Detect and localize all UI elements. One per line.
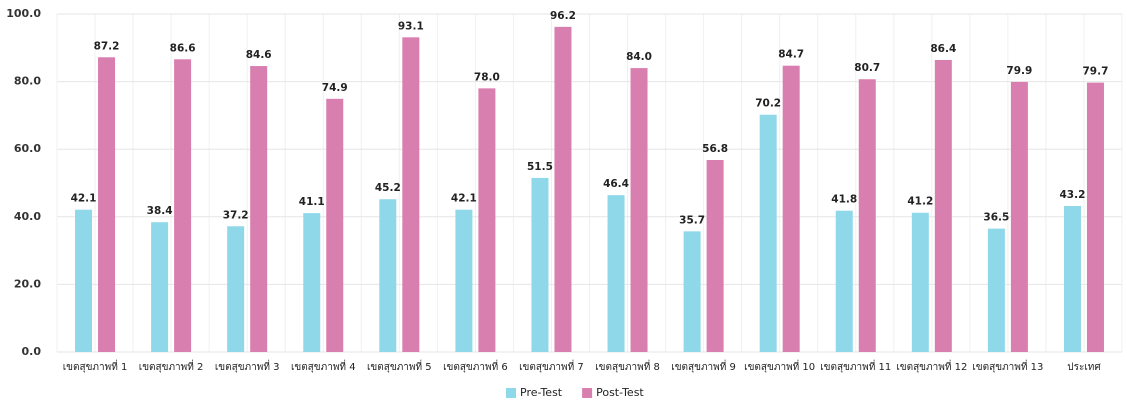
value-label: 42.1 [451, 193, 477, 205]
value-label: 51.5 [527, 161, 553, 173]
value-label: 42.1 [71, 193, 97, 205]
bar [934, 59, 952, 353]
value-label: 41.1 [299, 196, 325, 208]
legend-swatch [506, 388, 516, 398]
bar [402, 37, 420, 353]
value-label: 43.2 [1060, 189, 1086, 201]
bar [250, 66, 268, 352]
value-label: 80.7 [854, 62, 880, 74]
y-tick-label: 80.0 [14, 75, 41, 88]
bar [858, 79, 876, 352]
x-tick-label: เขตสุขภาพที่ 11 [820, 359, 891, 373]
x-tick-label: เขตสุขภาพที่ 2 [139, 359, 204, 373]
value-label: 93.1 [398, 20, 424, 32]
value-label: 70.2 [755, 98, 781, 110]
value-label: 38.4 [147, 205, 173, 217]
legend-swatch [582, 388, 593, 398]
bar [326, 98, 344, 352]
bar [987, 228, 1005, 352]
x-tick-label: เขตสุขภาพที่ 9 [671, 359, 736, 373]
bar [911, 212, 929, 352]
bar [303, 213, 321, 352]
x-tick-label: เขตสุขภาพที่ 13 [972, 359, 1043, 373]
value-label: 36.5 [983, 212, 1009, 224]
y-tick-label: 60.0 [14, 142, 41, 155]
y-tick-label: 0.0 [22, 345, 42, 358]
x-tick-label: เขตสุขภาพที่ 10 [744, 359, 815, 373]
bar [683, 231, 701, 352]
value-label: 56.8 [702, 143, 728, 155]
value-label: 74.9 [322, 82, 348, 94]
bar [607, 195, 625, 352]
value-label: 46.4 [603, 178, 629, 190]
value-label: 45.2 [375, 182, 401, 194]
value-label: 86.6 [170, 42, 196, 54]
x-tick-label: ประเทศ [1067, 362, 1101, 373]
x-tick-label: เขตสุขภาพที่ 7 [519, 359, 584, 373]
bar [759, 114, 777, 352]
bar [478, 88, 496, 353]
value-label: 96.2 [550, 10, 576, 22]
value-label: 37.2 [223, 209, 249, 221]
bar [1063, 205, 1081, 352]
x-tick-label: เขตสุขภาพที่ 12 [896, 359, 967, 373]
x-tick-label: เขตสุขภาพที่ 8 [595, 359, 660, 373]
bar [531, 177, 549, 352]
x-tick-label: เขตสุขภาพที่ 3 [215, 359, 280, 373]
bar [455, 209, 473, 352]
y-tick-label: 40.0 [14, 210, 41, 223]
x-tick-label: เขตสุขภาพที่ 1 [63, 359, 128, 373]
value-label: 79.9 [1006, 65, 1032, 77]
value-label: 84.6 [246, 49, 272, 61]
legend-label: Post-Test [596, 386, 644, 399]
value-label: 41.8 [831, 194, 857, 206]
bar [174, 59, 192, 353]
value-label: 87.2 [94, 40, 120, 52]
bar [227, 226, 245, 352]
y-tick-label: 100.0 [6, 7, 41, 20]
bar [630, 68, 648, 352]
x-tick-label: เขตสุขภาพที่ 6 [443, 359, 508, 373]
bar [1010, 81, 1028, 353]
x-tick-label: เขตสุขภาพที่ 5 [367, 359, 432, 373]
legend-label: Pre-Test [520, 386, 563, 399]
bar [1086, 82, 1104, 352]
value-label: 78.0 [474, 71, 500, 83]
bar [835, 210, 853, 352]
bar [98, 57, 116, 352]
value-label: 79.7 [1083, 66, 1109, 78]
value-label: 35.7 [679, 214, 705, 226]
value-label: 41.2 [907, 196, 933, 208]
bar [782, 65, 800, 353]
y-tick-label: 20.0 [14, 277, 41, 290]
value-label: 86.4 [930, 43, 956, 55]
bar [554, 26, 572, 353]
bar [75, 209, 93, 352]
bar [706, 160, 724, 352]
x-tick-label: เขตสุขภาพที่ 4 [291, 359, 356, 373]
value-label: 84.7 [778, 49, 804, 61]
bar [379, 199, 397, 352]
bar [151, 222, 169, 352]
value-label: 84.0 [626, 51, 652, 63]
